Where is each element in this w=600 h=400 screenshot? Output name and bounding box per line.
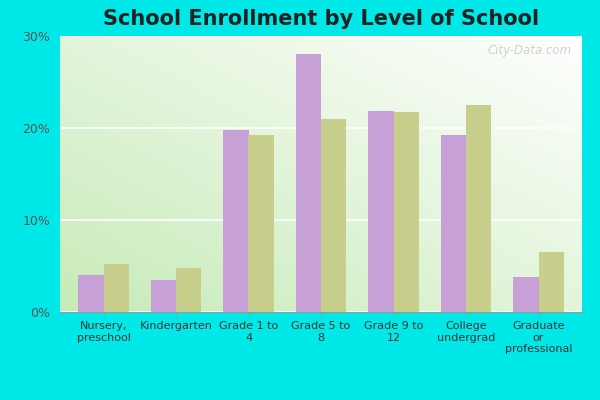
Bar — [248, 135, 274, 312]
Bar — [539, 252, 564, 312]
Bar — [151, 280, 176, 312]
Bar — [321, 119, 346, 312]
Legend: Manassas Park city, Virginia: Manassas Park city, Virginia — [179, 396, 463, 400]
Bar — [78, 275, 104, 312]
Bar — [394, 112, 419, 312]
Title: School Enrollment by Level of School: School Enrollment by Level of School — [103, 9, 539, 29]
Bar — [466, 105, 491, 312]
Bar — [440, 135, 466, 312]
Bar — [104, 264, 129, 312]
Bar — [296, 54, 321, 312]
Text: City-Data.com: City-Data.com — [487, 44, 572, 57]
Bar — [176, 268, 202, 312]
Bar — [513, 277, 539, 312]
Bar — [223, 130, 248, 312]
Bar — [368, 112, 394, 312]
